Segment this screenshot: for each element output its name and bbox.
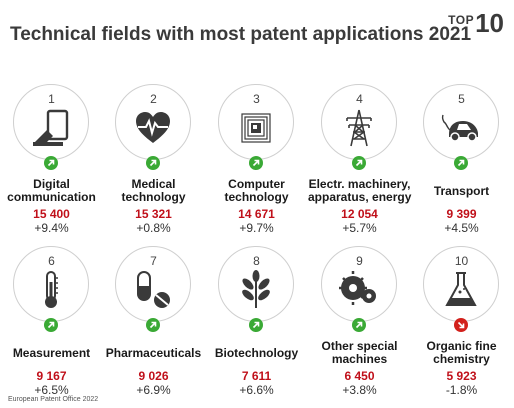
pylon-icon — [339, 108, 379, 148]
footer-credit: European Patent Office 2022 — [8, 396, 99, 403]
field-label-line: machines — [331, 352, 388, 366]
flask-icon — [441, 270, 481, 310]
icon-circle — [115, 246, 191, 322]
top-ten-badge: TOP 10 — [448, 8, 504, 38]
trend-down-icon — [454, 318, 468, 332]
pills-icon — [133, 270, 173, 310]
field-label-line: Measurement — [12, 346, 91, 360]
icon-circle — [321, 84, 397, 160]
field-change: +4.5% — [444, 221, 479, 235]
plant-icon — [236, 270, 276, 310]
field-rank: 4 — [356, 92, 363, 106]
field-change: +9.4% — [34, 221, 69, 235]
field-label: Computer technology — [205, 178, 308, 204]
field-rank: 10 — [454, 254, 469, 268]
field-label-line: chemistry — [433, 352, 490, 366]
icon-circle — [218, 84, 294, 160]
field-value: 15 321 — [135, 207, 172, 221]
car-icon — [441, 108, 481, 148]
field-label: Electr. machinery, apparatus, energy — [308, 178, 411, 204]
field-value: 14 671 — [238, 207, 275, 221]
trend-up-icon — [146, 318, 160, 332]
field-value: 7 611 — [241, 369, 272, 383]
trend-up-icon — [44, 318, 58, 332]
field-rank: 3 — [253, 92, 260, 106]
trend-up-icon — [454, 156, 468, 170]
field-value: 6 450 — [344, 369, 375, 383]
field-label-line: Transport — [433, 184, 490, 198]
chip-icon — [236, 108, 276, 148]
field-change: +5.7% — [342, 221, 377, 235]
field-value: 9 167 — [36, 369, 67, 383]
field-value: 12 054 — [341, 207, 378, 221]
field-value: 9 026 — [138, 369, 169, 383]
field-rank: 2 — [150, 92, 157, 106]
field-rank: 7 — [150, 254, 157, 268]
field-change: +6.9% — [136, 383, 171, 397]
field-label-line: apparatus, energy — [308, 190, 412, 204]
field-change: +0.8% — [136, 221, 171, 235]
field-rank: 5 — [458, 92, 465, 106]
field-label-line: Other special — [321, 339, 398, 353]
field-change: +6.6% — [239, 383, 274, 397]
field-change: -1.8% — [445, 383, 478, 397]
trend-up-icon — [146, 156, 160, 170]
trend-up-icon — [249, 318, 263, 332]
field-label: Digital communication — [0, 178, 103, 204]
field-label-line: Computer — [228, 177, 285, 191]
field-label-line: Organic fine — [426, 339, 497, 353]
field-rank: 9 — [356, 254, 363, 268]
top-number: 10 — [475, 8, 504, 38]
field-label-line: Medical — [131, 177, 176, 191]
field-label-line: Pharmaceuticals — [105, 346, 202, 360]
field-label-line: Digital — [33, 177, 70, 191]
top-word: TOP — [448, 13, 475, 27]
field-value: 15 400 — [33, 207, 70, 221]
field-value: 5 923 — [446, 369, 477, 383]
heart-icon — [133, 108, 173, 148]
field-change: +9.7% — [239, 221, 274, 235]
field-label-line: technology — [121, 190, 186, 204]
icon-circle — [423, 246, 499, 322]
field-change: +3.8% — [342, 383, 377, 397]
page-title: Technical fields with most patent applic… — [10, 24, 472, 45]
tablet-icon — [31, 108, 71, 148]
field-label-line: Biotechnology — [214, 346, 299, 360]
field-label-line: technology — [224, 190, 289, 204]
trend-up-icon — [44, 156, 58, 170]
field-label: Transport — [410, 185, 513, 198]
thermometer-icon — [31, 270, 71, 310]
field-label: Medical technology — [102, 178, 205, 204]
field-label: Pharmaceuticals — [102, 347, 205, 360]
field-value: 9 399 — [446, 207, 477, 221]
field-label: Measurement — [0, 347, 103, 360]
trend-up-icon — [352, 318, 366, 332]
field-change: +6.5% — [34, 383, 69, 397]
icon-circle — [13, 84, 89, 160]
trend-up-icon — [352, 156, 366, 170]
field-label: Biotechnology — [205, 347, 308, 360]
field-rank: 1 — [48, 92, 55, 106]
trend-up-icon — [249, 156, 263, 170]
field-rank: 8 — [253, 254, 260, 268]
field-label: Organic fine chemistry — [410, 340, 513, 366]
field-label-line: communication — [7, 190, 96, 204]
field-rank: 6 — [48, 254, 55, 268]
field-label-line: Electr. machinery, — [308, 177, 411, 191]
gears-icon — [339, 270, 379, 310]
field-label: Other special machines — [308, 340, 411, 366]
